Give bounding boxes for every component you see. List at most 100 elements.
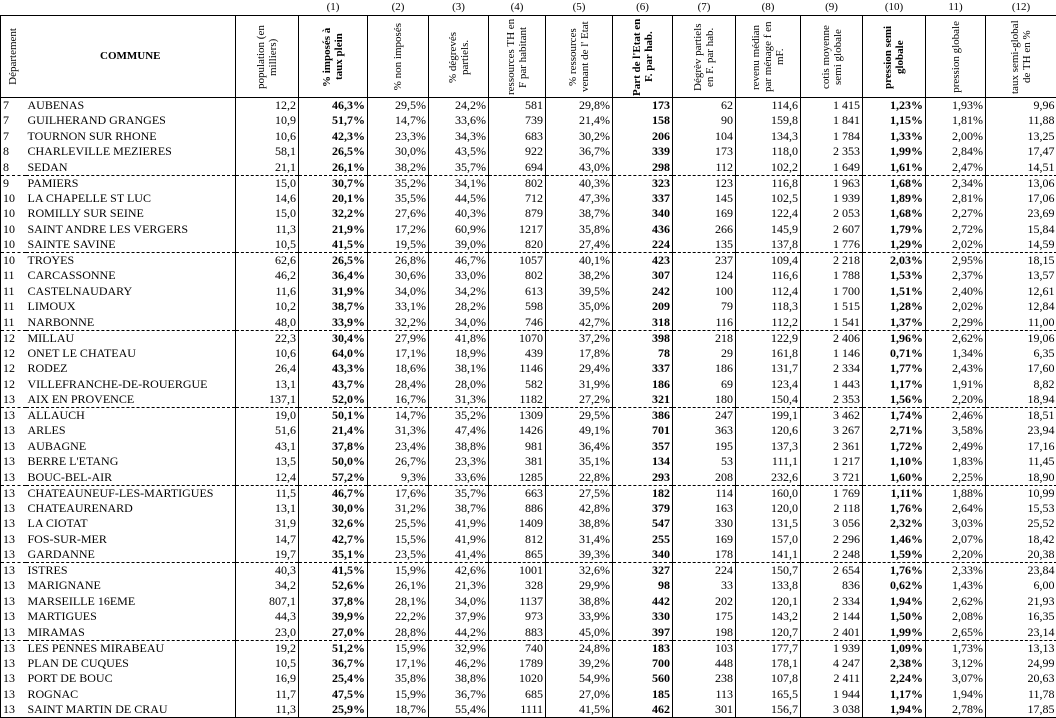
cell-value: 116,6 [736, 268, 801, 284]
cell-value: 31,9% [299, 284, 368, 300]
cell-value: 24,8% [546, 640, 613, 656]
column-header-text: taux semi-global de TH en % [1009, 17, 1033, 97]
cell-value: 2 401 [801, 625, 863, 641]
commune: PAMIERS [26, 175, 236, 191]
cell-value: 46,3% [299, 98, 368, 114]
department: 13 [1, 485, 26, 501]
cell-value: 10,99 [986, 485, 1056, 501]
cell-value: 38,8% [546, 516, 613, 532]
cell-value: 3,12% [926, 656, 986, 672]
cell-value: 208 [673, 470, 736, 486]
cell-value: 11,7 [236, 687, 299, 703]
cell-value: 19,7 [236, 547, 299, 563]
cell-value: 24,2% [429, 98, 489, 114]
cell-value: 2 296 [801, 532, 863, 548]
cell-value: 38,7% [429, 501, 489, 517]
cell-value: 134,3 [736, 129, 801, 145]
cell-value: 102,2 [736, 160, 801, 176]
cell-value: 12,4 [236, 470, 299, 486]
cell-value: 32,9% [429, 640, 489, 656]
cell-value: 64,0% [299, 346, 368, 362]
commune: MILLAU [26, 330, 236, 346]
commune: MARIGNANE [26, 578, 236, 594]
cell-value: 17,8% [546, 346, 613, 362]
cell-value: 199,1 [736, 408, 801, 424]
commune: TOURNON SUR RHONE [26, 129, 236, 145]
cell-value: 35,7% [429, 160, 489, 176]
cell-value: 746 [489, 315, 546, 331]
cell-value: 1 939 [801, 640, 863, 656]
cell-value: 21,93 [986, 594, 1056, 610]
cell-value: 298 [613, 160, 673, 176]
cell-value: 0,71% [863, 346, 926, 362]
cell-value: 337 [613, 361, 673, 377]
cell-value: 2,00% [926, 129, 986, 145]
cell-value: 812 [489, 532, 546, 548]
cell-value: 13,25 [986, 129, 1056, 145]
commune: SAINT ANDRE LES VERGERS [26, 222, 236, 238]
cell-value: 2 118 [801, 501, 863, 517]
cell-value: 51,2% [299, 640, 368, 656]
cell-value: 21,4% [546, 113, 613, 129]
cell-value: 2,95% [926, 253, 986, 269]
cell-value: 17,60 [986, 361, 1056, 377]
cell-value: 2,37% [926, 268, 986, 284]
cell-value: 195 [673, 439, 736, 455]
commune: CASTELNAUDARY [26, 284, 236, 300]
column-header: % ressources venant de l' Etat [546, 16, 613, 98]
cell-value: 39,2% [546, 656, 613, 672]
cell-value: 1,96% [863, 330, 926, 346]
cell-value: 1426 [489, 423, 546, 439]
department: 8 [1, 144, 26, 160]
cell-value: 700 [613, 656, 673, 672]
commune: LA CIOTAT [26, 516, 236, 532]
cell-value: 11,3 [236, 222, 299, 238]
cell-value: 16,7% [368, 392, 429, 408]
cell-value: 1,74% [863, 408, 926, 424]
cell-value: 2 248 [801, 547, 863, 563]
cell-value: 3,07% [926, 671, 986, 687]
cell-value: 1,11% [863, 485, 926, 501]
cell-value: 36,7% [299, 656, 368, 672]
cell-value: 13,57 [986, 268, 1056, 284]
cell-value: 2,34% [926, 175, 986, 191]
cell-value: 3,03% [926, 516, 986, 532]
cell-value: 51,7% [299, 113, 368, 129]
cell-value: 114,6 [736, 98, 801, 114]
column-header: COMMUNE [26, 16, 236, 98]
cell-value: 49,1% [546, 423, 613, 439]
cell-value: 48,0 [236, 315, 299, 331]
column-header-text: % ressources venant de l' Etat [567, 17, 591, 97]
cell-value: 27,9% [368, 330, 429, 346]
cell-value: 28,0% [429, 377, 489, 393]
cell-value: 1,61% [863, 160, 926, 176]
cell-value: 1,99% [863, 144, 926, 160]
cell-value: 17,85 [986, 702, 1056, 718]
cell-value: 114 [673, 485, 736, 501]
cell-value: 21,9% [299, 222, 368, 238]
commune: SAINTE SAVINE [26, 237, 236, 253]
cell-value: 1111 [489, 702, 546, 718]
cell-value: 50,1% [299, 408, 368, 424]
commune: RODEZ [26, 361, 236, 377]
cell-value: 1,76% [863, 563, 926, 579]
column-header: Dégrèv partiels en F. par hab. [673, 16, 736, 98]
cell-value: 22,2% [368, 609, 429, 625]
cell-value: 41,8% [429, 330, 489, 346]
cell-value: 40,3% [546, 175, 613, 191]
cell-value: 31,9 [236, 516, 299, 532]
cell-value: 118,3 [736, 299, 801, 315]
cell-value: 323 [613, 175, 673, 191]
column-header: pression semi globale [863, 16, 926, 98]
cell-value: 78 [613, 346, 673, 362]
cell-value: 1,81% [926, 113, 986, 129]
cell-value: 41,5% [299, 563, 368, 579]
